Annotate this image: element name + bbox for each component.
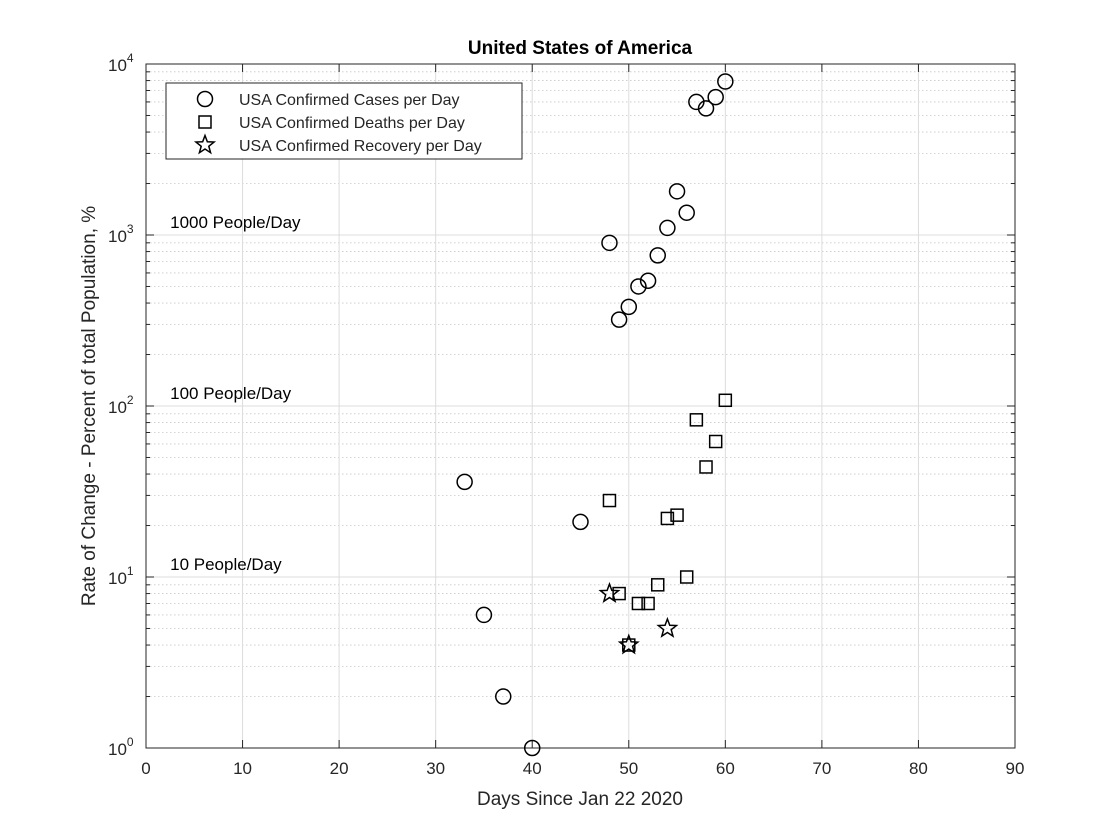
x-axis-label: Days Since Jan 22 2020	[477, 789, 683, 810]
y-tick-label: 103	[108, 222, 134, 246]
death-point	[670, 508, 684, 522]
recovery-point	[598, 581, 621, 603]
x-tick-label: 70	[812, 759, 831, 778]
death-point	[718, 393, 733, 408]
annotation-label: 1000 People/Day	[170, 213, 301, 232]
case-point	[639, 272, 657, 290]
recovery-point	[656, 616, 679, 638]
x-tick-label: 40	[523, 759, 542, 778]
x-tick-label: 0	[141, 759, 150, 778]
legend-box	[165, 82, 523, 160]
death-point	[641, 596, 655, 611]
death-point	[679, 570, 694, 584]
case-point	[678, 204, 695, 221]
death-point	[650, 578, 665, 592]
case-point	[659, 219, 676, 237]
x-tick-label: 30	[426, 759, 445, 778]
case-point	[649, 247, 666, 264]
y-tick-label: 101	[108, 564, 134, 588]
case-point	[610, 311, 628, 328]
case-point	[601, 234, 618, 252]
y-axis-label: Rate of Change - Percent of total Popula…	[79, 206, 100, 606]
legend: USA Confirmed Cases per Day USA Confirmed…	[165, 82, 523, 160]
case-point	[523, 739, 541, 757]
x-tick-label: 50	[619, 759, 638, 778]
annotations: 1000 People/Day 100 People/Day 10 People/D…	[170, 213, 301, 574]
x-tick-label: 60	[716, 759, 735, 778]
death-point	[689, 413, 704, 427]
y-tick-label: 104	[108, 51, 134, 75]
legend-star-marker	[193, 133, 217, 155]
legend-entry-label: USA Confirmed Cases per Day	[239, 92, 460, 109]
case-point	[495, 688, 512, 705]
case-point	[668, 183, 686, 200]
x-tick-label: 80	[909, 759, 928, 778]
case-point	[630, 278, 647, 295]
recovery-point	[617, 633, 640, 655]
y-tick-label: 100	[108, 735, 134, 759]
death-point	[631, 596, 646, 611]
annotation-label: 10 People/Day	[170, 555, 282, 574]
death-point	[612, 586, 626, 601]
data-markers	[456, 73, 734, 757]
x-tick-label: 20	[330, 759, 349, 778]
death-point	[602, 493, 617, 508]
axis-ticks	[145, 63, 1016, 749]
major-grid	[146, 64, 1015, 748]
death-point	[708, 434, 723, 449]
case-point	[697, 100, 715, 117]
case-point	[717, 73, 734, 90]
case-point	[707, 88, 724, 106]
death-point	[660, 511, 675, 526]
case-point	[456, 473, 473, 491]
case-point	[620, 298, 638, 316]
legend-entry-label: USA Confirmed Deaths per Day	[239, 115, 465, 132]
case-point	[475, 606, 493, 624]
x-tick-label: 90	[1006, 759, 1025, 778]
death-point	[699, 460, 713, 474]
y-tick-labels: 100 101 102 103 104	[108, 51, 134, 759]
legend-circle-marker	[196, 90, 214, 108]
legend-square-marker	[198, 115, 212, 129]
case-point	[572, 513, 589, 531]
x-tick-label: 10	[233, 759, 252, 778]
y-tick-label: 102	[108, 393, 134, 417]
chart-title: United States of America	[468, 38, 693, 59]
x-tick-labels: 0 10 20 30 40 50 60 70 80 90	[141, 759, 1024, 778]
legend-entry-label: USA Confirmed Recovery per Day	[239, 138, 482, 155]
annotation-label: 100 People/Day	[170, 384, 291, 403]
